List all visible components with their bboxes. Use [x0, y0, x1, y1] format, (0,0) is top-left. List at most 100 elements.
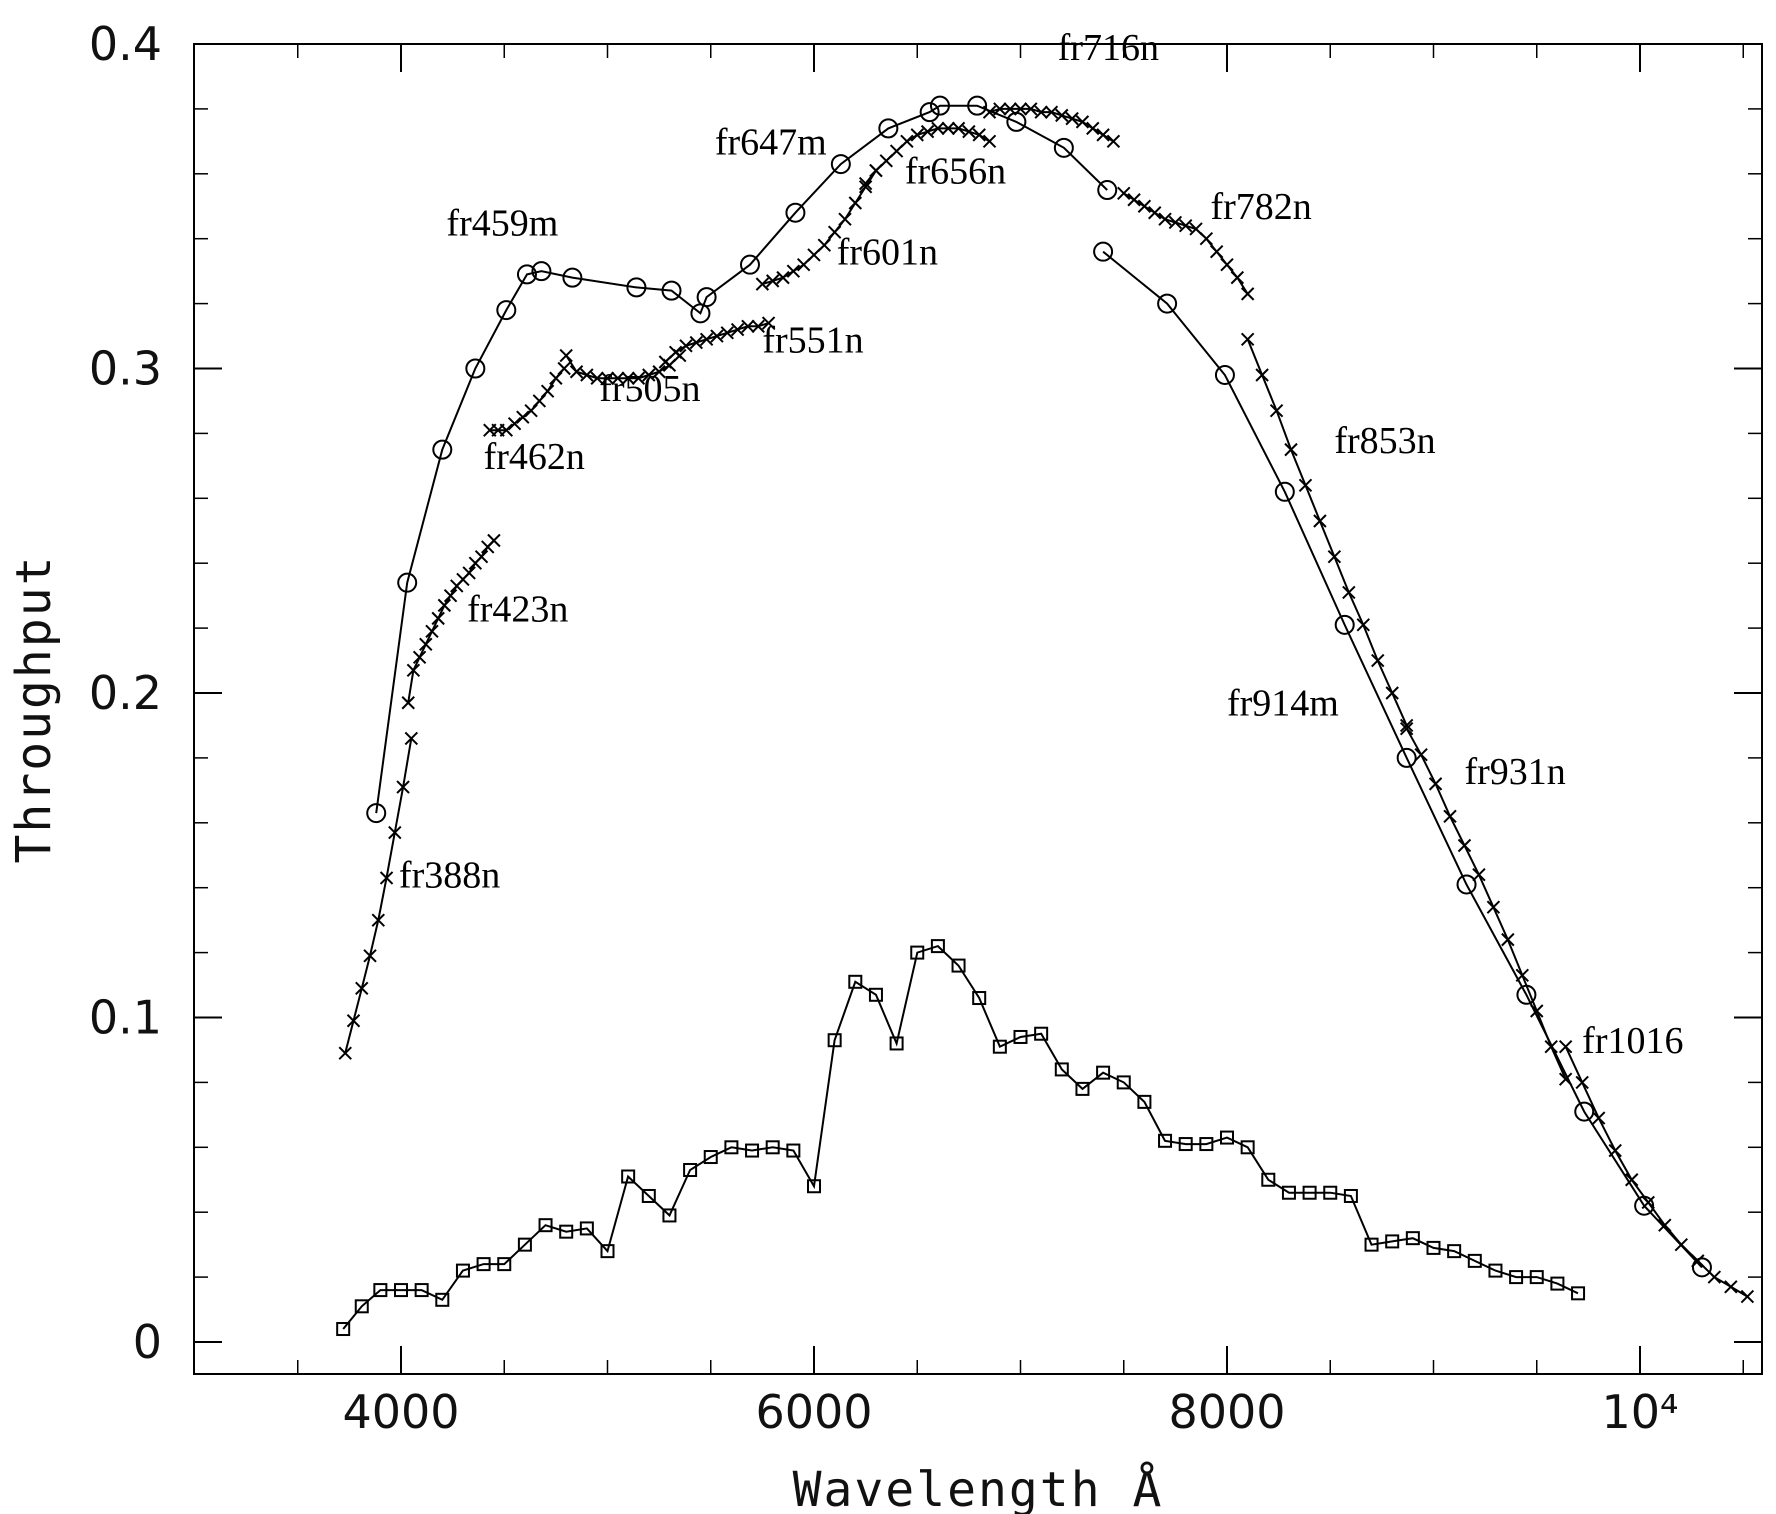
data-point-square [1220, 1130, 1234, 1145]
data-point-circle [1634, 1195, 1655, 1216]
data-point-x [931, 121, 945, 136]
data-point-square [455, 1263, 470, 1278]
data-point-x [1414, 747, 1428, 762]
data-point-x [741, 319, 755, 334]
filter-label: fr782n [1210, 186, 1311, 228]
data-point-x [355, 981, 369, 996]
y-tick-label: 0.3 [89, 342, 162, 396]
data-point-square [1281, 1185, 1296, 1200]
data-point-x [487, 533, 501, 548]
data-point-square [848, 974, 863, 989]
data-point-square [1199, 1137, 1214, 1152]
data-point-square [910, 945, 925, 960]
data-point-x [1399, 718, 1414, 733]
data-point-x [1127, 193, 1141, 207]
data-point-x [559, 348, 573, 363]
data-point-x [1137, 199, 1152, 213]
data-point-circle [739, 254, 760, 275]
data-point-circle [562, 267, 583, 288]
y-axis-title: Throughput [6, 555, 62, 864]
data-point-x [765, 274, 780, 288]
data-point-x [900, 134, 914, 149]
data-point-square [1096, 1065, 1111, 1080]
data-point-x [379, 871, 394, 885]
data-point-x [710, 329, 724, 343]
series-x [559, 348, 687, 385]
data-point-square [641, 1188, 656, 1203]
data-point-x [631, 371, 646, 385]
data-point-square [394, 1283, 408, 1298]
data-point-square [1488, 1263, 1503, 1278]
data-point-x [507, 416, 522, 431]
data-point-square [724, 1140, 739, 1155]
data-point-circle [1396, 747, 1417, 768]
data-point-x [1575, 1075, 1589, 1090]
data-point-x [1658, 1218, 1672, 1232]
data-point-x [1086, 121, 1100, 136]
data-point-x [1240, 287, 1255, 301]
data-point-x [431, 611, 445, 626]
data-point-x [962, 124, 976, 139]
data-point-square [1137, 1094, 1152, 1109]
series-x [658, 316, 776, 369]
data-point-x [474, 550, 489, 564]
data-point-x [786, 264, 801, 278]
data-point-x [817, 238, 832, 252]
data-point-circle [1053, 137, 1074, 158]
series-layer [336, 95, 1755, 1337]
data-point-square [1571, 1286, 1586, 1301]
data-point-square [683, 1163, 698, 1178]
series-circle [366, 95, 1118, 824]
data-point-x [730, 322, 745, 337]
x-tick-label: 6000 [755, 1385, 872, 1439]
data-point-x [1313, 514, 1327, 528]
data-point-square [1550, 1276, 1565, 1291]
data-point-x [1558, 1039, 1573, 1054]
data-point-x [516, 410, 530, 424]
data-point-x [437, 598, 452, 613]
data-point-square [435, 1292, 450, 1307]
data-point-square [621, 1169, 636, 1184]
y-major-ticks: 0 0.1 0.2 0.3 0.4 [89, 17, 1762, 1369]
data-point-x [1158, 212, 1172, 226]
filter-label: fr423n [467, 589, 568, 631]
data-point-x [1327, 550, 1342, 564]
data-point-x [499, 423, 514, 437]
data-point-x [1371, 653, 1385, 668]
data-point-square [1509, 1270, 1524, 1285]
y-tick-label: 0.4 [89, 17, 162, 71]
series-x [755, 163, 883, 291]
data-point-square [1323, 1185, 1338, 1200]
data-point-square [1158, 1133, 1173, 1148]
plot-frame [193, 43, 1763, 1375]
data-point-square [786, 1143, 801, 1158]
data-point-x [1724, 1280, 1738, 1294]
filter-label: fr505n [599, 368, 700, 410]
y-tick-label: 0.2 [89, 666, 162, 720]
data-point-square [1343, 1188, 1358, 1203]
data-point-circle [1157, 293, 1178, 314]
series-line [1246, 338, 1408, 726]
data-point-circle [696, 287, 717, 308]
data-point-square [497, 1257, 512, 1272]
data-point-x [720, 326, 734, 340]
data-point-square [1034, 1026, 1049, 1041]
data-point-x [951, 121, 966, 136]
data-point-x [1472, 868, 1486, 882]
data-point-x [941, 121, 955, 136]
data-point-x [889, 144, 904, 158]
data-point-x [1168, 215, 1183, 230]
x-axis-title: Wavelength Å [793, 1461, 1164, 1514]
filter-label: fr388n [399, 855, 500, 897]
data-point-square [1405, 1231, 1420, 1246]
data-point-x [1356, 618, 1370, 632]
data-point-circle [661, 280, 682, 301]
filter-label: fr601n [837, 232, 938, 274]
data-point-x [590, 371, 604, 385]
data-point-x [858, 176, 873, 191]
data-point-x [910, 128, 924, 142]
x-minor-ticks [297, 44, 1744, 1374]
data-point-circle [1456, 874, 1477, 895]
data-point-x [404, 731, 419, 746]
